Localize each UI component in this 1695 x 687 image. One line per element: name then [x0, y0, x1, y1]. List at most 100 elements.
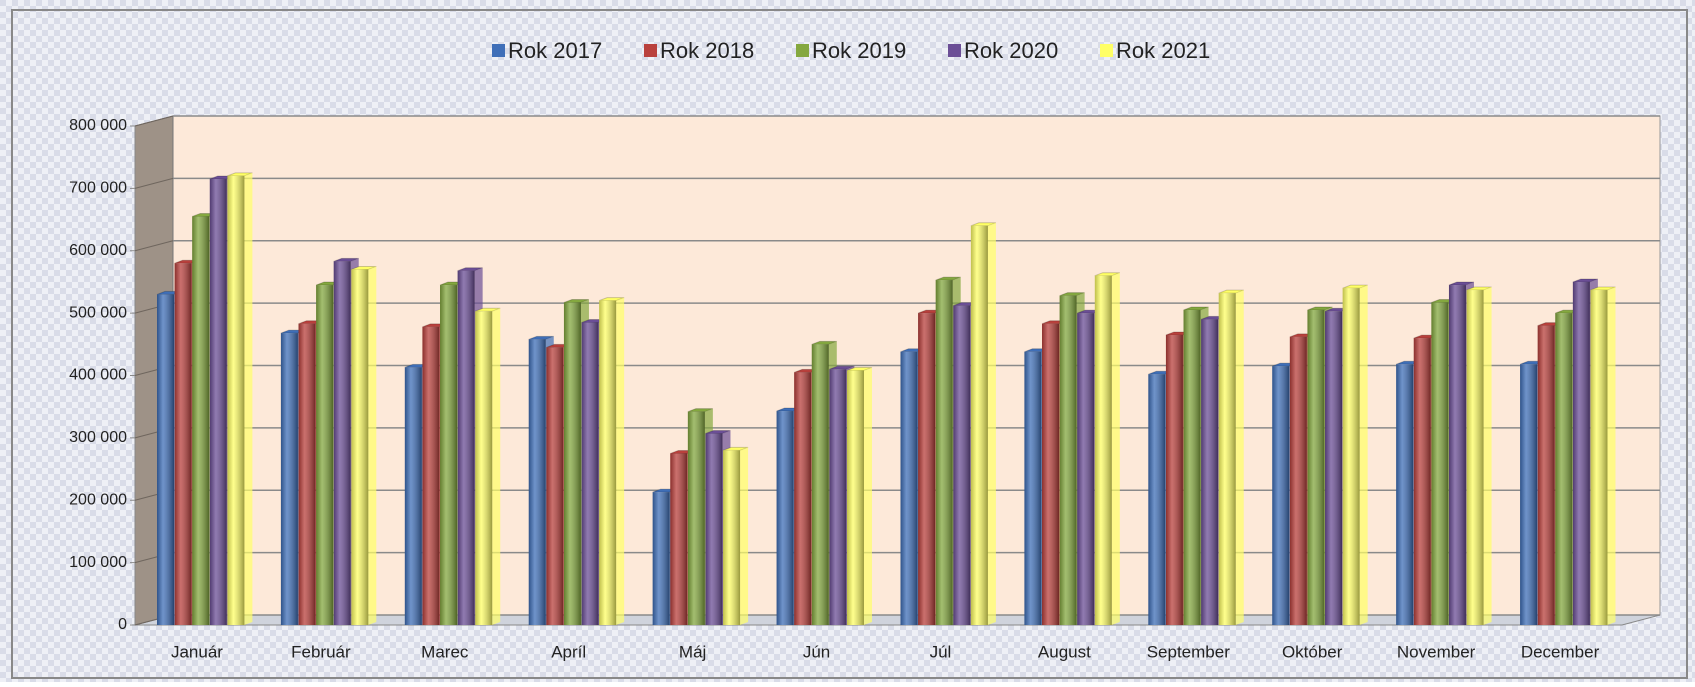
legend-label: Rok 2019 — [812, 38, 906, 63]
bar-shade — [1466, 290, 1484, 625]
bar-group — [351, 265, 377, 625]
legend-label: Rok 2017 — [508, 38, 602, 63]
x-tick-label: Október — [1282, 642, 1343, 661]
bar-shade — [670, 453, 688, 625]
bar-shade — [953, 305, 971, 625]
bar-shade — [440, 285, 458, 625]
bar-side — [492, 308, 501, 625]
bar-shade — [705, 433, 723, 625]
x-tick-label: August — [1038, 642, 1091, 661]
bar-shade — [475, 311, 493, 625]
bar-shade — [918, 313, 936, 625]
legend-swatch — [796, 44, 809, 57]
bar-shade — [404, 367, 422, 625]
bar-group — [1466, 286, 1492, 625]
bar-shade — [563, 302, 581, 625]
bar-shade — [846, 370, 864, 625]
bar-shade — [298, 323, 316, 625]
x-tick-label: September — [1147, 642, 1230, 661]
bar-shade — [1024, 351, 1042, 625]
x-tick-label: December — [1521, 642, 1600, 661]
bar-shade — [652, 492, 670, 625]
bar-side — [1607, 287, 1616, 625]
legend-swatch — [492, 44, 505, 57]
bar-shade — [1342, 288, 1360, 625]
bar-shade — [1148, 374, 1166, 625]
bar-shade — [192, 216, 210, 625]
bar-shade — [723, 450, 741, 625]
legend-swatch — [948, 44, 961, 57]
bar-side — [1483, 287, 1492, 625]
bar-shade — [776, 411, 794, 625]
bar-shade — [157, 294, 174, 625]
bar-shade — [1325, 311, 1343, 625]
bar-shade — [687, 411, 705, 625]
bar-shade — [1059, 295, 1077, 625]
bar-shade — [174, 263, 192, 625]
bar-group — [722, 446, 749, 625]
bar-shade — [1307, 310, 1325, 625]
x-tick-label: November — [1397, 642, 1476, 661]
grid-line-side — [134, 177, 174, 189]
bar-shade — [794, 372, 812, 625]
y-tick-label: 400 000 — [69, 367, 127, 384]
bar-shade — [1572, 281, 1590, 625]
bar-shade — [1520, 364, 1538, 625]
legend-label: Rok 2018 — [660, 38, 754, 63]
bar-shade — [1094, 275, 1112, 625]
x-tick-label: Január — [171, 642, 223, 661]
bar-shade — [1413, 338, 1431, 625]
bar-shade — [1431, 302, 1449, 625]
bar-shade — [422, 326, 440, 625]
y-tick-label: 200 000 — [69, 491, 127, 508]
bar-shade — [900, 351, 918, 625]
bar-side — [368, 266, 377, 625]
bar-shade — [935, 280, 953, 625]
bar-shade — [1077, 313, 1095, 625]
bar-side — [616, 297, 625, 625]
y-tick-label: 600 000 — [69, 242, 127, 259]
bar-group — [1342, 284, 1368, 625]
bar-shade — [581, 322, 599, 625]
bar-shade — [227, 175, 245, 625]
grid-line-side — [134, 115, 174, 127]
x-tick-label: Marec — [421, 642, 469, 661]
bar-shade — [1289, 336, 1307, 625]
x-tick-label: Máj — [679, 642, 706, 661]
bar-shade — [351, 269, 369, 625]
bar-shade — [1201, 319, 1219, 625]
bar-shade — [1218, 293, 1236, 625]
bar-group — [1590, 286, 1616, 625]
bar-side — [987, 222, 996, 626]
y-tick-label: 0 — [118, 616, 127, 633]
bar-shade — [811, 344, 829, 625]
bar-side — [244, 172, 253, 625]
bar-shade — [599, 300, 617, 625]
x-tick-label: Jún — [803, 642, 830, 661]
y-tick-label: 100 000 — [69, 554, 127, 571]
y-tick-label: 500 000 — [69, 304, 127, 321]
bar-shade — [829, 369, 847, 625]
y-tick-label: 700 000 — [69, 180, 127, 197]
bar-shade — [1272, 366, 1290, 625]
bar-side — [1111, 272, 1120, 625]
legend-label: Rok 2020 — [964, 38, 1058, 63]
bar-side — [863, 367, 872, 625]
legend-swatch — [1100, 44, 1113, 57]
bar-shade — [333, 261, 351, 625]
bar-side — [740, 447, 749, 625]
bar-shade — [316, 285, 334, 625]
bar-group — [1218, 289, 1244, 625]
bar-shade — [1183, 310, 1201, 625]
x-tick-label: Apríl — [551, 642, 586, 661]
y-tick-label: 300 000 — [69, 429, 127, 446]
bar-shade — [209, 179, 227, 626]
x-tick-label: Júl — [930, 642, 952, 661]
bar-shade — [457, 270, 475, 625]
bar-shade — [1448, 285, 1466, 625]
bar-group — [1094, 272, 1120, 625]
bar-shade — [970, 225, 988, 626]
bar-shade — [1555, 313, 1573, 625]
grid-line-side — [134, 240, 174, 252]
bar-shade — [1537, 325, 1555, 625]
